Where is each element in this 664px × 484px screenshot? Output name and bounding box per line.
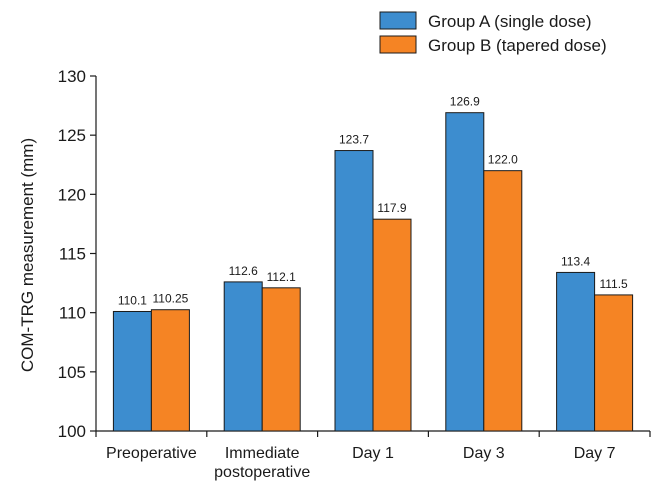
legend: Group A (single dose) Group B (tapered do… — [379, 11, 607, 55]
legend-swatch — [379, 35, 417, 54]
data-label: 117.9 — [377, 201, 406, 215]
bar — [334, 150, 374, 432]
data-label: 126.9 — [450, 95, 480, 109]
data-label: 113.4 — [561, 254, 590, 268]
y-tick-label: 130 — [58, 67, 86, 86]
x-tick-label: Day 7 — [574, 445, 616, 462]
data-label: 112.1 — [267, 270, 296, 284]
y-tick-label: 115 — [59, 245, 86, 264]
bar — [223, 281, 263, 432]
plot-area: 100 105 110 115 120 125 130 110.1 110.25 Preopera… — [58, 67, 651, 481]
y-tick-label: 105 — [58, 363, 86, 382]
y-tick-label: 100 — [58, 422, 86, 441]
bar — [261, 287, 301, 432]
y-tick-label: 125 — [58, 126, 86, 145]
bar — [594, 294, 634, 432]
x-tick-label: Day 3 — [463, 445, 505, 462]
legend-label: Group B (tapered dose) — [428, 36, 607, 55]
x-tick-label: Day 1 — [352, 445, 394, 462]
x-tick-label: Immediate — [225, 445, 300, 462]
data-label: 110.25 — [152, 292, 188, 306]
bar — [556, 271, 596, 432]
legend-label: Group A (single dose) — [428, 12, 591, 31]
y-axis-label: COM-TRG measurement (mm) — [18, 138, 37, 372]
y-tick-label: 110 — [59, 304, 86, 323]
data-label: 123.7 — [339, 133, 369, 147]
bar — [483, 170, 523, 432]
y-tick-label: 120 — [58, 185, 86, 204]
data-label: 111.5 — [599, 277, 628, 291]
data-label: 112.6 — [229, 264, 258, 278]
bar — [150, 309, 190, 432]
legend-swatch — [379, 11, 417, 30]
x-tick-label: Preoperative — [106, 445, 197, 462]
data-label: 110.1 — [118, 293, 147, 307]
x-tick-label: postoperative — [214, 464, 310, 481]
bar — [372, 218, 412, 432]
bar — [445, 112, 485, 432]
data-label: 122.0 — [488, 153, 518, 167]
bar — [112, 310, 152, 432]
